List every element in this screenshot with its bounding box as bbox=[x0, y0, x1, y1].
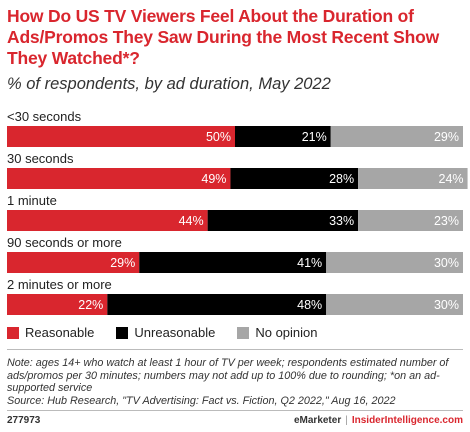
bar-segment bbox=[230, 168, 359, 189]
bar-segment bbox=[7, 126, 235, 147]
brand-insider-intelligence: InsiderIntelligence.com bbox=[351, 415, 463, 426]
bar-segment bbox=[358, 168, 468, 189]
chart-title: How Do US TV Viewers Feel About the Dura… bbox=[7, 6, 440, 68]
bar-segment bbox=[235, 126, 331, 147]
bar-segment bbox=[326, 294, 463, 315]
chart-subtitle: % of respondents, by ad duration, May 20… bbox=[7, 75, 331, 93]
chart-legend: Reasonable Unreasonable No opinion bbox=[7, 325, 340, 340]
legend-item: No opinion bbox=[237, 325, 318, 340]
data-label: 50% bbox=[206, 130, 231, 144]
legend-item: Reasonable bbox=[7, 325, 94, 340]
bar-segment bbox=[7, 168, 231, 189]
data-label: 41% bbox=[297, 256, 322, 270]
data-label: 29% bbox=[434, 130, 459, 144]
footer-separator: | bbox=[345, 415, 348, 426]
data-label: 49% bbox=[201, 172, 226, 186]
bar-segment bbox=[326, 252, 463, 273]
data-label: 21% bbox=[302, 130, 327, 144]
chart-note: Note: ages 14+ who watch at least 1 hour… bbox=[7, 357, 465, 407]
data-label: 22% bbox=[78, 298, 103, 312]
data-label: 24% bbox=[439, 172, 464, 186]
stacked-bar-chart: <30 seconds 50% 21% 29% 30 seconds 49% 28% 24% 1… bbox=[7, 109, 468, 315]
category-label: 30 seconds bbox=[7, 151, 74, 166]
brand-emarketer: eMarketer bbox=[293, 415, 342, 426]
data-label: 29% bbox=[110, 256, 135, 270]
legend-swatch bbox=[237, 326, 250, 339]
data-label: 44% bbox=[179, 214, 204, 228]
bar-segment bbox=[7, 294, 108, 315]
bar-segment bbox=[139, 252, 327, 273]
bar-segment bbox=[7, 210, 208, 231]
data-label: 30% bbox=[434, 256, 459, 270]
divider-bottom bbox=[7, 410, 463, 411]
data-label: 33% bbox=[329, 214, 354, 228]
bar-segment bbox=[207, 210, 359, 231]
data-label: 48% bbox=[297, 298, 322, 312]
category-label: 1 minute bbox=[7, 193, 57, 208]
legend-label: No opinion bbox=[255, 325, 318, 340]
bar-segment bbox=[358, 210, 463, 231]
bar-segment bbox=[107, 294, 327, 315]
category-label: 90 seconds or more bbox=[7, 235, 122, 250]
divider-top bbox=[7, 349, 463, 350]
footer-brand: eMarketer | InsiderIntelligence.com bbox=[294, 415, 463, 426]
category-label: <30 seconds bbox=[7, 109, 82, 124]
legend-label: Unreasonable bbox=[134, 325, 216, 340]
legend-swatch bbox=[116, 326, 129, 339]
bar-segment bbox=[7, 252, 140, 273]
note-text: Note: ages 14+ who watch at least 1 hour… bbox=[7, 357, 449, 395]
legend-item: Unreasonable bbox=[116, 325, 215, 340]
category-label: 2 minutes or more bbox=[7, 277, 112, 292]
chart-id: 277973 bbox=[7, 415, 41, 426]
legend-swatch bbox=[7, 326, 19, 339]
data-label: 30% bbox=[434, 298, 459, 312]
legend-label: Reasonable bbox=[25, 325, 95, 340]
data-label: 23% bbox=[434, 214, 459, 228]
bar-segment bbox=[330, 126, 463, 147]
data-label: 28% bbox=[329, 172, 354, 186]
source-text: Source: Hub Research, "TV Advertising: F… bbox=[7, 394, 396, 407]
footer: 277973 eMarketer | InsiderIntelligence.com bbox=[7, 415, 463, 426]
